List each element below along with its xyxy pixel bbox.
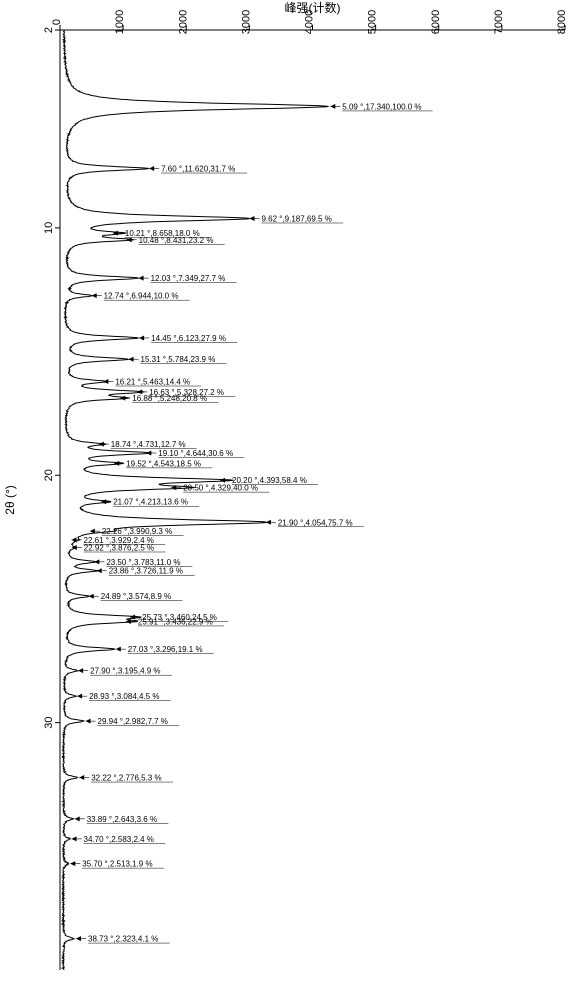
peak-label: 12.74 °,6.944,10.0 % [104, 292, 179, 301]
svg-text:6000: 6000 [430, 10, 442, 34]
peak-label: 23.50 °,3.783,11.0 % [106, 558, 180, 567]
svg-text:7000: 7000 [493, 10, 505, 34]
svg-text:2000: 2000 [177, 10, 189, 34]
xrd-chart: 010002000300040005000600070008000峰强(计数)2… [0, 0, 573, 1000]
svg-text:8000: 8000 [556, 10, 568, 34]
svg-text:1000: 1000 [114, 10, 126, 34]
svg-text:峰强(计数): 峰强(计数) [285, 0, 341, 15]
peak-label: 19.52 °,4.543,18.5 % [126, 459, 201, 468]
peak-label: 12.03 °,7.349,27.7 % [151, 274, 226, 283]
peak-label: 21.90 °,4.054,75.7 % [278, 518, 353, 527]
svg-text:2θ (°): 2θ (°) [3, 485, 17, 514]
peak-label: 5.09 °,17.340,100.0 % [342, 102, 421, 111]
svg-text:3000: 3000 [240, 10, 252, 34]
peak-label: 27.90 °,3.195,4.9 % [90, 667, 160, 676]
peak-label: 19.10 °,4.644,30.6 % [158, 449, 233, 458]
peak-label: 21.07 °,4.213,13.6 % [113, 498, 188, 507]
svg-text:5000: 5000 [367, 10, 379, 34]
peak-label: 27.03 °,3.296,19.1 % [128, 645, 203, 654]
svg-text:10: 10 [43, 222, 55, 234]
peak-label: 20.50 °,4.329,40.0 % [183, 484, 258, 493]
peak-label: 33.89 °,2.643,3.6 % [87, 815, 157, 824]
svg-text:30: 30 [43, 717, 55, 729]
peak-label: 32.22 °,2.776,5.3 % [91, 774, 161, 783]
peak-label: 28.93 °,3.084,4.5 % [89, 692, 159, 701]
svg-text:0: 0 [51, 19, 63, 25]
peak-label: 35.70 °,2.513,1.9 % [82, 860, 152, 869]
peak-label: 22.92 °,3.876,2.5 % [84, 543, 154, 552]
peak-label: 22.26 °,3.990,9.3 % [102, 527, 172, 536]
peak-label: 15.31 °,5.784,23.9 % [141, 355, 216, 364]
svg-text:2: 2 [43, 27, 55, 33]
peak-label: 23.86 °,3.726,11.9 % [109, 567, 183, 576]
peak-label: 24.89 °,3.574,8.9 % [101, 592, 171, 601]
peak-label: 16.21 °,5.463,14.4 % [115, 378, 190, 387]
svg-text:20: 20 [43, 469, 55, 481]
peak-label: 16.88 °,5.248,20.8 % [132, 394, 207, 403]
peak-label: 34.70 °,2.583,2.4 % [84, 835, 154, 844]
peak-label: 38.73 °,2.323,4.1 % [88, 935, 158, 944]
peak-label: 25.91 °,3.436,22.9 % [138, 617, 213, 626]
peak-label: 10.48 °,8.431,23.2 % [139, 236, 214, 245]
peak-label: 7.60 °,11.620,31.7 % [161, 165, 235, 174]
peak-label: 18.74 °,4.731,12.7 % [111, 440, 186, 449]
peak-label: 29.94 °,2.982,7.7 % [98, 717, 168, 726]
peak-label: 9.62 °,9.187,69.5 % [261, 214, 331, 223]
chart-svg: 010002000300040005000600070008000峰强(计数)2… [0, 0, 573, 1000]
peak-label: 14.45 °,6.123,27.9 % [151, 334, 226, 343]
